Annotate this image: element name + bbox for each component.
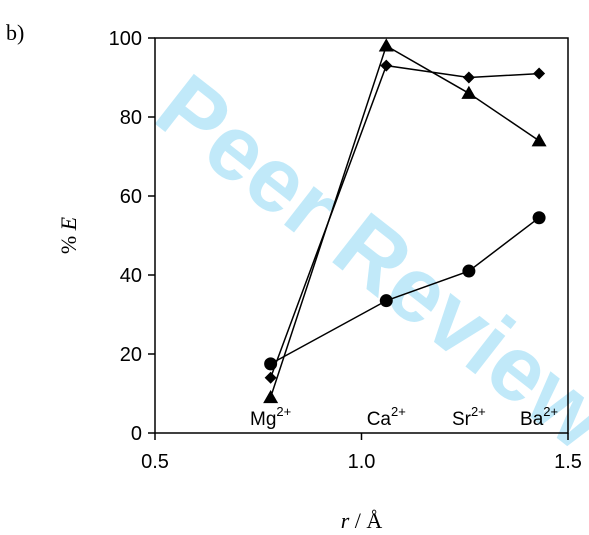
y-tick-label: 0 [131,423,142,445]
data-point-triangle [531,133,547,147]
y-tick-label: 20 [120,344,142,366]
y-tick-label: 100 [109,28,142,50]
y-tick-label: 60 [120,186,142,208]
panel-label: b) [6,20,24,45]
data-point-circle [532,211,546,225]
ion-label: Sr2+ [452,404,486,430]
data-point-circle [462,264,476,278]
y-tick-label: 40 [120,265,142,287]
series-line-triangle [269,44,540,398]
x-tick-label: 1.5 [554,451,582,473]
ion-label: Mg2+ [250,404,291,430]
x-tick-label: 0.5 [141,451,169,473]
x-tick-label: 1.0 [348,451,376,473]
data-point-circle [379,294,393,308]
plot-area: 0 20 40 60 80 100 0.5 1.0 1.5 r / Å % E Mg2+ Ca2+ Sr2… [56,28,582,533]
y-axis-title: % E [56,216,81,254]
data-point-triangle [378,38,394,52]
data-point-triangle [461,85,477,99]
ion-label: Ba2+ [520,404,558,430]
series-line-circle [270,217,540,365]
data-point-diamond [380,59,393,72]
data-point-diamond [264,371,277,384]
data-point-triangle [263,389,279,404]
y-tick-label: 80 [120,107,142,129]
data-point-diamond [533,67,546,80]
data-point-diamond [462,71,475,84]
x-axis-title: r / Å [341,508,383,533]
ion-label: Ca2+ [367,404,406,430]
